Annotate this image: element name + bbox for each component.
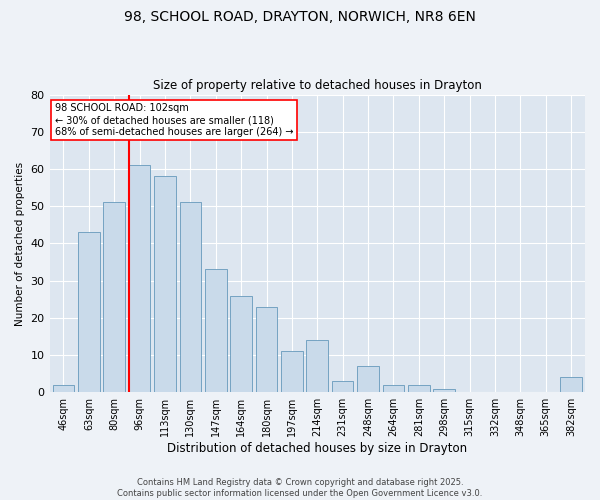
Bar — [78, 232, 100, 392]
Title: Size of property relative to detached houses in Drayton: Size of property relative to detached ho… — [153, 79, 482, 92]
Text: 98 SCHOOL ROAD: 102sqm
← 30% of detached houses are smaller (118)
68% of semi-de: 98 SCHOOL ROAD: 102sqm ← 30% of detached… — [55, 104, 293, 136]
Text: Contains HM Land Registry data © Crown copyright and database right 2025.
Contai: Contains HM Land Registry data © Crown c… — [118, 478, 482, 498]
X-axis label: Distribution of detached houses by size in Drayton: Distribution of detached houses by size … — [167, 442, 467, 455]
Bar — [408, 385, 430, 392]
Bar — [129, 166, 151, 392]
Bar — [357, 366, 379, 392]
Bar — [179, 202, 201, 392]
Bar — [560, 378, 582, 392]
Y-axis label: Number of detached properties: Number of detached properties — [15, 162, 25, 326]
Text: 98, SCHOOL ROAD, DRAYTON, NORWICH, NR8 6EN: 98, SCHOOL ROAD, DRAYTON, NORWICH, NR8 6… — [124, 10, 476, 24]
Bar — [53, 385, 74, 392]
Bar — [383, 385, 404, 392]
Bar — [230, 296, 252, 392]
Bar — [433, 388, 455, 392]
Bar — [103, 202, 125, 392]
Bar — [332, 381, 353, 392]
Bar — [307, 340, 328, 392]
Bar — [256, 306, 277, 392]
Bar — [281, 352, 302, 393]
Bar — [154, 176, 176, 392]
Bar — [205, 270, 227, 392]
